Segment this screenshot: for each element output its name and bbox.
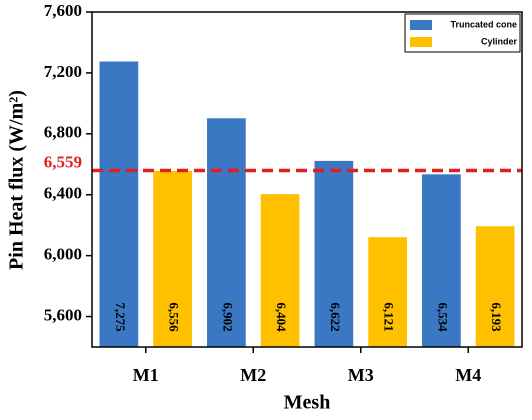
bar-value-label: 6,556 [167, 302, 182, 332]
bar [260, 194, 300, 347]
x-tick-label: M2 [240, 365, 266, 385]
y-tick-label: 6,000 [44, 245, 82, 264]
x-tick-label: M1 [133, 365, 159, 385]
bar-value-label: 6,622 [328, 302, 343, 331]
bar-value-label: 6,121 [382, 302, 397, 331]
reference-label: 6,559 [44, 152, 82, 171]
x-axis-label: Mesh [284, 392, 331, 414]
y-tick-label: 5,600 [44, 305, 82, 324]
y-tick-label: 7,600 [44, 1, 82, 20]
bar-value-label: 6,902 [220, 302, 235, 331]
bar-value-label: 6,534 [435, 302, 450, 332]
bar-value-label: 6,404 [274, 302, 289, 332]
y-tick-label: 7,200 [44, 62, 82, 81]
bar [314, 160, 354, 347]
bar-value-label: 6,193 [489, 302, 504, 332]
y-tick-label: 6,400 [44, 184, 82, 203]
bar [475, 226, 515, 347]
legend-label: Cylinder [481, 36, 518, 46]
x-tick-label: M3 [348, 365, 374, 385]
x-tick-label: M4 [455, 365, 481, 385]
plot-frame [91, 11, 523, 348]
y-tick-label: 6,800 [44, 123, 82, 142]
bar [153, 170, 192, 347]
legend-swatch [410, 37, 432, 47]
bar [99, 61, 139, 347]
bar [422, 174, 461, 347]
y-axis-label: Pin Heat flux (W/m²) [6, 90, 28, 270]
bar-value-label: 7,275 [113, 302, 128, 332]
bar [207, 118, 246, 347]
legend-label: Truncated cone [450, 19, 517, 29]
legend-swatch [410, 20, 432, 30]
bar [368, 237, 407, 347]
